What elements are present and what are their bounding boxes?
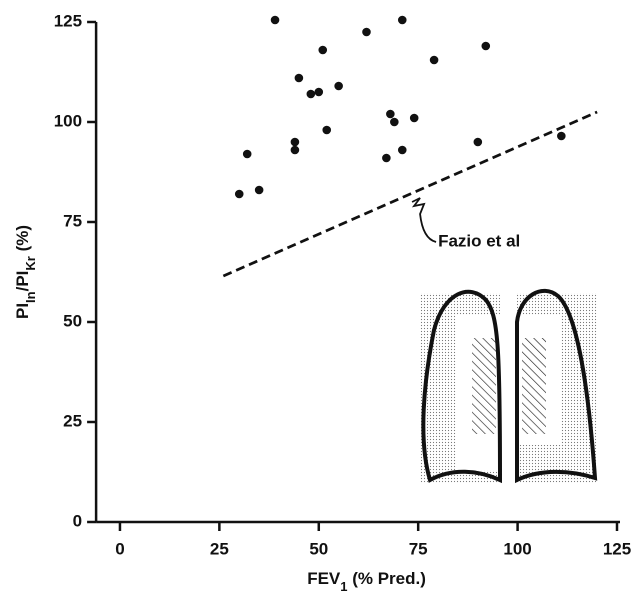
data-point xyxy=(290,145,300,155)
data-point xyxy=(397,15,407,25)
data-point xyxy=(382,153,391,163)
data-point xyxy=(322,125,332,135)
data-point xyxy=(334,81,343,91)
annotation-pointer xyxy=(411,197,437,243)
y-tick-label: 125 xyxy=(54,11,82,30)
y-tick-label: 75 xyxy=(63,211,82,230)
x-tick-label: 75 xyxy=(409,539,428,558)
data-point xyxy=(318,45,328,55)
x-tick-label: 125 xyxy=(603,539,631,558)
lung-illustration xyxy=(420,289,598,484)
y-axis-label-part: /PI xyxy=(13,271,32,292)
data-point xyxy=(270,15,280,25)
y-axis-label-part: (%) xyxy=(13,225,32,256)
data-point xyxy=(386,109,395,119)
y-axis-label-part: In xyxy=(23,291,38,303)
y-axis-label-part: PI xyxy=(13,303,32,319)
y-tick-label: 100 xyxy=(54,111,82,130)
data-point xyxy=(429,55,439,65)
y-tick-label: 50 xyxy=(63,311,82,330)
data-point xyxy=(473,137,483,147)
data-point xyxy=(242,149,252,159)
y-axis-label-part: Kr xyxy=(23,256,38,270)
data-point xyxy=(254,185,264,195)
annotation-text: Fazio et al xyxy=(438,231,520,250)
x-axis-label: FEV1 (% Pred.) xyxy=(307,569,426,593)
fit-line xyxy=(222,110,598,278)
x-tick-label: 100 xyxy=(503,539,531,558)
data-point xyxy=(397,145,407,155)
data-point xyxy=(409,113,419,123)
data-point xyxy=(390,117,399,127)
y-tick-label: 0 xyxy=(73,511,82,530)
x-axis-label-part: 1 xyxy=(340,579,347,594)
data-point xyxy=(314,87,324,97)
x-axis-label-part: (% Pred.) xyxy=(347,569,425,588)
data-point xyxy=(234,189,244,199)
data-point xyxy=(362,27,371,37)
data-point xyxy=(306,89,316,99)
x-tick-label: 25 xyxy=(210,539,229,558)
y-tick-label: 25 xyxy=(63,411,82,430)
data-point xyxy=(481,41,491,51)
x-tick-label: 0 xyxy=(115,539,124,558)
y-axis-label: PIIn/PIKr (%) xyxy=(13,225,37,319)
data-point xyxy=(290,137,300,147)
data-point xyxy=(557,131,566,141)
x-tick-label: 50 xyxy=(309,539,328,558)
x-axis-label-part: FEV xyxy=(307,569,341,588)
data-point xyxy=(294,73,304,83)
